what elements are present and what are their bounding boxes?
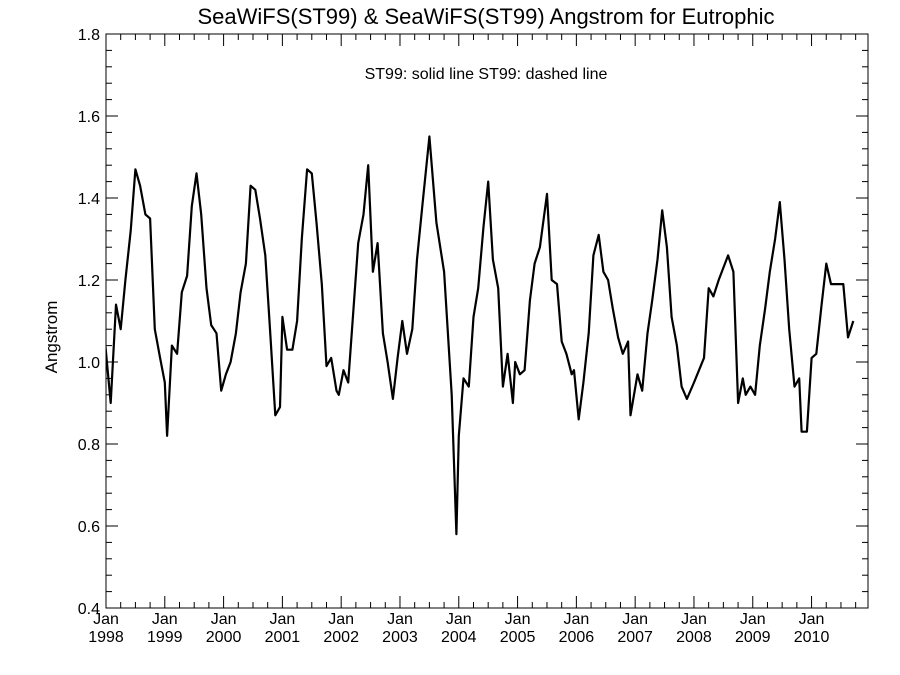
x-tick-month-label: Jan <box>505 611 531 628</box>
x-tick-year-label: 1999 <box>147 629 183 646</box>
x-tick-month-label: Jan <box>93 611 119 628</box>
x-tick-year-label: 2001 <box>265 629 301 646</box>
x-tick-year-label: 2006 <box>559 629 595 646</box>
x-tick-month-label: Jan <box>269 611 295 628</box>
y-axis-label: Angstrom <box>42 301 61 374</box>
y-tick-label: 0.6 <box>78 519 100 536</box>
y-tick-label: 0.4 <box>78 601 100 618</box>
x-tick-year-label: 2002 <box>323 629 359 646</box>
x-tick-month-label: Jan <box>799 611 825 628</box>
chart-title: SeaWiFS(ST99) & SeaWiFS(ST99) Angstrom f… <box>197 4 774 29</box>
x-tick-year-label: 2000 <box>206 629 242 646</box>
plot-frame <box>105 33 869 609</box>
x-tick-month-label: Jan <box>152 611 178 628</box>
x-tick-month-label: Jan <box>328 611 354 628</box>
line-style-note: ST99: solid line ST99: dashed line <box>365 66 608 83</box>
x-tick-year-label: 2005 <box>500 629 536 646</box>
x-tick-year-label: 2004 <box>441 629 477 646</box>
x-tick-month-label: Jan <box>211 611 237 628</box>
series-layer <box>106 135 855 536</box>
y-axis: 0.4 0.6 0.8 1.0 1.2 1.4 1.6 1.8 <box>78 27 868 618</box>
x-axis: Jan1998Jan1999Jan2000Jan2001Jan2002Jan20… <box>88 34 857 646</box>
x-tick-month-label: Jan <box>622 611 648 628</box>
x-tick-month-label: Jan <box>681 611 707 628</box>
y-tick-label: 1.4 <box>78 191 100 208</box>
x-tick-year-label: 2007 <box>617 629 653 646</box>
y-tick-label: 1.0 <box>78 355 100 372</box>
y-tick-label: 0.8 <box>78 437 100 454</box>
x-tick-year-label: 2008 <box>676 629 712 646</box>
x-tick-month-label: Jan <box>740 611 766 628</box>
y-tick-label: 1.8 <box>78 27 100 44</box>
x-tick-month-label: Jan <box>387 611 413 628</box>
x-tick-month-label: Jan <box>563 611 589 628</box>
x-tick-year-label: 1998 <box>88 629 124 646</box>
series-line <box>106 135 855 536</box>
y-tick-label: 1.6 <box>78 109 100 126</box>
x-tick-year-label: 2010 <box>794 629 830 646</box>
x-tick-year-label: 2003 <box>382 629 418 646</box>
x-tick-month-label: Jan <box>446 611 472 628</box>
y-tick-label: 1.2 <box>78 273 100 290</box>
x-tick-year-label: 2009 <box>735 629 771 646</box>
